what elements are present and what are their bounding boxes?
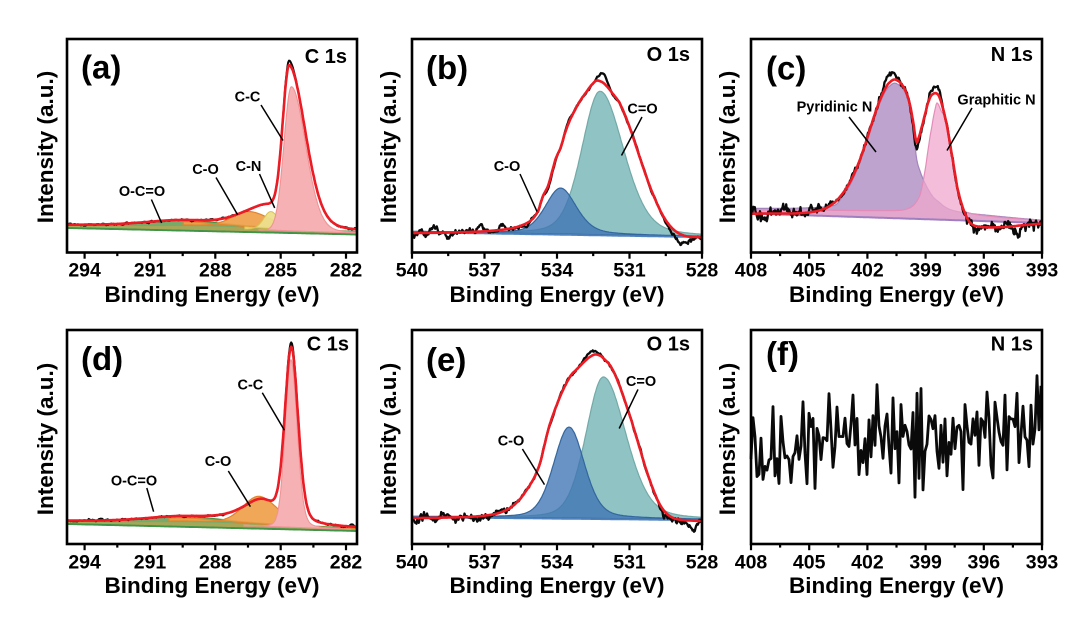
svg-text:Binding Energy (eV): Binding Energy (eV) xyxy=(449,282,664,307)
svg-text:405: 405 xyxy=(793,260,826,282)
svg-text:C=O: C=O xyxy=(627,102,657,118)
svg-text:537: 537 xyxy=(468,260,501,282)
svg-text:294: 294 xyxy=(68,260,101,282)
svg-text:528: 528 xyxy=(686,552,719,574)
svg-text:Intensity (a.u.): Intensity (a.u.) xyxy=(33,71,58,224)
svg-text:534: 534 xyxy=(541,260,574,282)
svg-text:285: 285 xyxy=(264,552,297,574)
svg-text:(a): (a) xyxy=(81,49,121,86)
svg-text:540: 540 xyxy=(396,552,429,574)
svg-text:282: 282 xyxy=(330,260,363,282)
svg-text:396: 396 xyxy=(968,260,1001,282)
svg-text:C 1s: C 1s xyxy=(307,334,349,356)
svg-text:288: 288 xyxy=(199,552,232,574)
svg-text:399: 399 xyxy=(909,552,942,574)
svg-text:C-C: C-C xyxy=(238,378,264,394)
svg-text:C-O: C-O xyxy=(205,454,232,470)
svg-text:(d): (d) xyxy=(81,340,123,377)
svg-text:O 1s: O 1s xyxy=(647,44,690,66)
svg-text:408: 408 xyxy=(735,552,768,574)
svg-text:N 1s: N 1s xyxy=(991,44,1033,66)
svg-text:C 1s: C 1s xyxy=(305,46,347,68)
svg-text:O-C=O: O-C=O xyxy=(119,184,165,200)
svg-text:531: 531 xyxy=(613,552,646,574)
svg-text:(f): (f) xyxy=(766,335,799,372)
svg-text:540: 540 xyxy=(396,260,429,282)
svg-text:Intensity (a.u.): Intensity (a.u.) xyxy=(376,363,401,516)
svg-text:Binding Energy (eV): Binding Energy (eV) xyxy=(449,573,664,598)
svg-text:C=O: C=O xyxy=(626,374,656,390)
svg-text:C-O: C-O xyxy=(192,162,219,178)
svg-text:N 1s: N 1s xyxy=(991,334,1033,356)
svg-text:393: 393 xyxy=(1026,552,1059,574)
svg-text:Intensity (a.u.): Intensity (a.u.) xyxy=(376,71,401,224)
svg-text:(c): (c) xyxy=(766,50,806,87)
svg-text:291: 291 xyxy=(134,552,167,574)
svg-text:528: 528 xyxy=(686,260,719,282)
svg-text:405: 405 xyxy=(793,552,826,574)
svg-text:Graphitic N: Graphitic N xyxy=(957,93,1035,109)
svg-text:531: 531 xyxy=(613,260,646,282)
svg-text:Binding Energy (eV): Binding Energy (eV) xyxy=(104,573,319,598)
svg-text:291: 291 xyxy=(134,260,167,282)
svg-text:402: 402 xyxy=(851,260,884,282)
svg-text:285: 285 xyxy=(264,260,297,282)
svg-text:(b): (b) xyxy=(426,49,468,86)
svg-text:C-O: C-O xyxy=(498,434,525,450)
svg-text:Binding Energy (eV): Binding Energy (eV) xyxy=(104,282,319,307)
svg-text:399: 399 xyxy=(909,260,942,282)
svg-text:O 1s: O 1s xyxy=(647,334,690,356)
svg-text:Intensity (a.u.): Intensity (a.u.) xyxy=(715,71,740,224)
svg-text:393: 393 xyxy=(1026,260,1059,282)
svg-text:Intensity (a.u.): Intensity (a.u.) xyxy=(715,363,740,516)
svg-text:Binding Energy (eV): Binding Energy (eV) xyxy=(789,573,1004,598)
svg-text:Intensity (a.u.): Intensity (a.u.) xyxy=(33,363,58,516)
svg-text:C-C: C-C xyxy=(235,90,261,106)
svg-text:O-C=O: O-C=O xyxy=(111,474,157,490)
svg-text:Pyridinic N: Pyridinic N xyxy=(797,100,873,116)
svg-text:402: 402 xyxy=(851,552,884,574)
svg-text:C-O: C-O xyxy=(494,159,521,175)
svg-text:288: 288 xyxy=(199,260,232,282)
svg-text:(e): (e) xyxy=(426,341,466,378)
svg-text:534: 534 xyxy=(541,552,574,574)
svg-text:282: 282 xyxy=(330,552,363,574)
svg-text:396: 396 xyxy=(968,552,1001,574)
svg-text:C-N: C-N xyxy=(236,159,262,175)
svg-text:537: 537 xyxy=(468,552,501,574)
svg-text:294: 294 xyxy=(68,552,101,574)
svg-text:408: 408 xyxy=(735,260,768,282)
svg-text:Binding Energy (eV): Binding Energy (eV) xyxy=(789,282,1004,307)
